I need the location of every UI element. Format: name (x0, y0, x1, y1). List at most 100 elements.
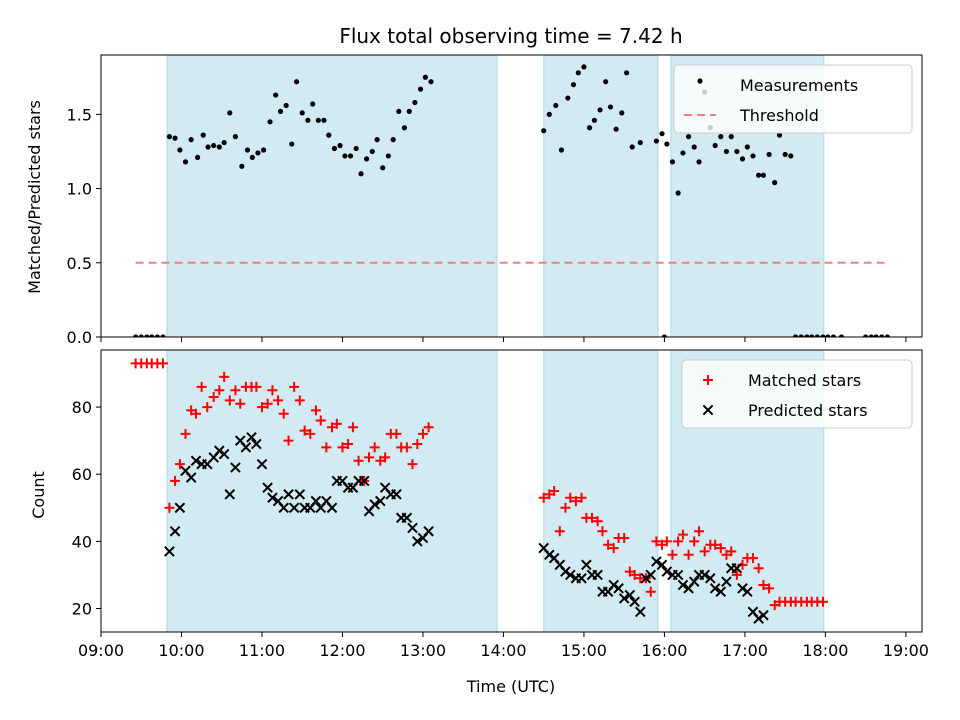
matched-star-point (202, 402, 213, 413)
predicted-star-point (758, 609, 769, 621)
matched-star-point (753, 563, 764, 574)
y-tick-label: 20 (72, 600, 92, 619)
measurement-point (232, 134, 239, 140)
measurement-point (575, 70, 581, 76)
measurement-point (315, 117, 321, 123)
legend-label: Measurements (740, 76, 858, 95)
predicted-star-point (278, 502, 290, 514)
predicted-star-point (230, 462, 241, 473)
predicted-star-point (618, 593, 630, 604)
matched-star-point (170, 475, 181, 486)
matched-star-point (273, 395, 284, 406)
measurement-point (239, 163, 245, 169)
measurement-point (685, 134, 692, 140)
measurement-point (793, 334, 799, 337)
matched-star-point (538, 492, 549, 503)
measurement-point (718, 134, 724, 140)
measurement-point (326, 132, 332, 138)
predicted-star-point (672, 569, 684, 581)
matched-star-point (278, 408, 289, 419)
predicted-star-point (731, 562, 743, 574)
measurement-point (553, 102, 559, 109)
y-tick-label: 60 (72, 465, 92, 484)
matched-star-point (549, 486, 560, 496)
measurement-point (873, 334, 879, 337)
matched-star-point (256, 402, 267, 413)
matched-star-point (315, 415, 326, 426)
matched-star-point (603, 539, 614, 550)
observing-window-shade (166, 349, 498, 633)
predicted-star-point (412, 536, 423, 547)
matched-star-point (817, 596, 828, 607)
measurement-point (776, 132, 783, 138)
legend-marker-predicted (702, 404, 714, 416)
matched-star-point (619, 533, 630, 543)
x-tick-label: 14:00 (480, 641, 526, 660)
measurement-point (401, 125, 408, 131)
matched-star-point (554, 526, 565, 537)
matched-star-point (289, 381, 300, 392)
measurement-point (337, 142, 343, 149)
measurement-point (734, 148, 740, 155)
measurement-point (756, 172, 762, 178)
measurement-point (838, 334, 845, 337)
measurement-point (814, 334, 820, 337)
legend-marker-measurement (697, 78, 703, 84)
axes-frame (100, 54, 923, 338)
matched-star-point (305, 428, 316, 439)
predicted-star-point (407, 522, 418, 534)
legend-box (681, 359, 913, 429)
predicted-star-point (310, 495, 322, 507)
predicted-star-point (164, 546, 175, 557)
measurement-point (782, 151, 788, 158)
measurement-point (422, 74, 428, 80)
matched-star-point (353, 455, 364, 466)
measurement-point (659, 131, 665, 137)
matched-star-point (710, 539, 721, 550)
measurement-point (664, 141, 670, 147)
measurement-point (820, 334, 826, 337)
matched-star-point (661, 536, 672, 547)
x-tick-label: 10:00 (158, 641, 204, 660)
measurement-point (342, 153, 348, 159)
predicted-star-point (753, 613, 764, 624)
measurement-point (385, 153, 391, 159)
predicted-star-point (709, 583, 721, 594)
matched-star-point (673, 536, 684, 547)
bottom-y-axis-label: Count (29, 471, 48, 519)
y-tick-label: 80 (72, 398, 92, 417)
measurement-point (216, 144, 222, 150)
matched-star-point (597, 526, 608, 537)
legend-box (673, 64, 913, 134)
predicted-star-point (391, 489, 402, 500)
matched-star-point (283, 435, 294, 446)
predicted-star-point (640, 572, 652, 584)
measurement-point (283, 102, 289, 109)
predicted-star-point (214, 445, 225, 457)
matched-star-point (764, 583, 775, 594)
predicted-star-point (645, 569, 657, 581)
x-tick-label: 09:00 (78, 641, 124, 660)
measurement-point (558, 147, 565, 153)
matched-star-point (380, 452, 391, 463)
predicted-star-point (564, 569, 576, 581)
legend-label: Matched stars (748, 371, 861, 390)
measurement-point (358, 171, 364, 177)
predicted-star-point (634, 606, 646, 618)
measurement-point (591, 117, 598, 123)
x-tick-label: 11:00 (239, 641, 285, 660)
matched-star-point (347, 422, 358, 433)
observing-window-shade (543, 349, 659, 633)
matched-star-point (689, 536, 700, 547)
x-tick-label: 19:00 (883, 641, 929, 660)
matched-star-point (731, 569, 742, 580)
matched-star-point (651, 536, 662, 547)
measurement-point (305, 117, 311, 123)
predicted-star-point (224, 489, 236, 500)
predicted-star-point (326, 502, 338, 514)
measurement-point (154, 334, 160, 337)
measurement-point (144, 334, 150, 337)
measurement-point (177, 147, 183, 153)
matched-star-point (230, 385, 241, 396)
predicted-star-point (169, 525, 181, 537)
